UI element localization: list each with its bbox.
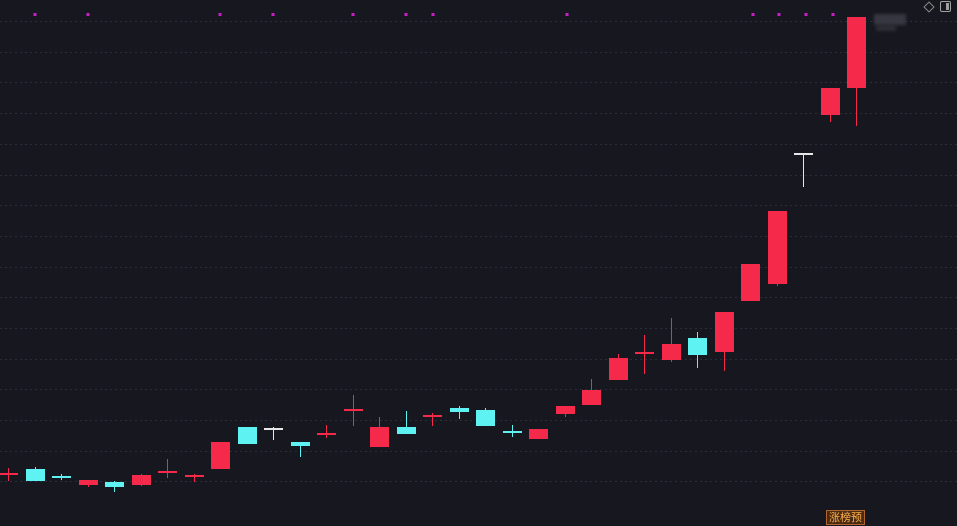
event-marker (431, 13, 435, 16)
event-marker (751, 13, 755, 16)
candle[interactable] (715, 312, 734, 371)
candle-body (423, 415, 442, 417)
candle[interactable] (503, 425, 522, 437)
candle[interactable] (529, 429, 548, 439)
candle-body (158, 471, 177, 473)
candle[interactable] (582, 379, 601, 405)
panel-icon[interactable] (940, 1, 951, 12)
candle-body (529, 429, 548, 439)
candle[interactable] (0, 468, 18, 481)
candle[interactable] (105, 481, 124, 492)
candle-body (476, 410, 495, 426)
candle-body (264, 428, 283, 430)
candle[interactable] (609, 354, 628, 380)
candle-body (635, 352, 654, 354)
candle-body (344, 409, 363, 411)
candle[interactable] (688, 332, 707, 368)
candle-body (211, 442, 230, 469)
candle-body (847, 17, 866, 88)
candle-body (768, 211, 787, 284)
event-marker (804, 13, 808, 16)
candle[interactable] (741, 264, 760, 301)
price-label-obscured-secondary (876, 25, 896, 31)
event-marker (33, 13, 37, 16)
candle[interactable] (423, 413, 442, 426)
candle[interactable] (264, 427, 283, 440)
candle-body (105, 482, 124, 487)
candle-body (52, 476, 71, 478)
event-marker (86, 13, 90, 16)
candle-body (79, 480, 98, 485)
candle-body (0, 473, 18, 475)
candle-body (688, 338, 707, 355)
candle-body (132, 475, 151, 485)
candle-body (450, 408, 469, 412)
candle[interactable] (476, 408, 495, 426)
candle-body (715, 312, 734, 352)
candle[interactable] (450, 406, 469, 419)
candle-body (582, 390, 601, 405)
candle-body (370, 427, 389, 447)
candle[interactable] (238, 427, 257, 444)
candle-body (609, 358, 628, 380)
candle-body (741, 264, 760, 301)
candle[interactable] (821, 88, 840, 122)
candle[interactable] (344, 395, 363, 426)
candle-body (821, 88, 840, 115)
event-marker (565, 13, 569, 16)
event-marker (777, 13, 781, 16)
diamond-icon[interactable] (923, 1, 934, 12)
candle-body (397, 427, 416, 434)
candle[interactable] (26, 467, 45, 481)
event-marker (831, 13, 835, 16)
candle[interactable] (317, 425, 336, 438)
event-marker (351, 13, 355, 16)
candle[interactable] (768, 211, 787, 286)
event-marker (218, 13, 222, 16)
marker-row (33, 13, 835, 16)
event-marker (404, 13, 408, 16)
candle[interactable] (291, 442, 310, 457)
candle[interactable] (132, 474, 151, 486)
candle[interactable] (211, 442, 230, 469)
candle-body (317, 433, 336, 435)
candle[interactable] (847, 17, 866, 126)
candle-body (503, 431, 522, 433)
candle-body (185, 475, 204, 477)
candle-body (238, 427, 257, 444)
candles (0, 17, 866, 492)
candle[interactable] (794, 153, 813, 187)
rank-badge[interactable]: 涨榜预 (826, 510, 865, 525)
candle-body (291, 442, 310, 446)
candle[interactable] (370, 417, 389, 447)
candle-body (794, 153, 813, 155)
candle[interactable] (185, 474, 204, 482)
event-marker (271, 13, 275, 16)
candle[interactable] (79, 480, 98, 487)
candle[interactable] (556, 406, 575, 417)
candle[interactable] (635, 335, 654, 374)
price-label-obscured (874, 14, 906, 25)
candle-body (662, 344, 681, 360)
candle-body (26, 469, 45, 481)
candle[interactable] (397, 411, 416, 434)
candle-body (556, 406, 575, 414)
candle[interactable] (52, 474, 71, 480)
candle[interactable] (158, 459, 177, 478)
candle[interactable] (662, 318, 681, 362)
